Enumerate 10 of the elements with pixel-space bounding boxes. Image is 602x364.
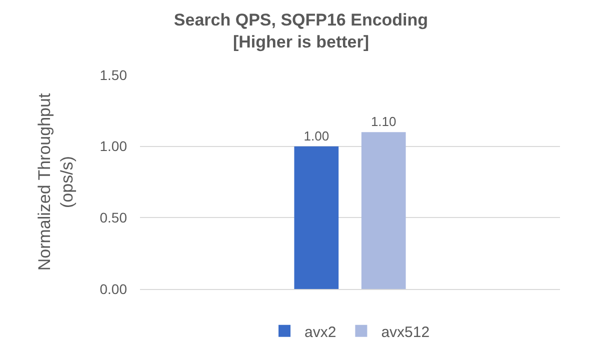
y-tick-label: 0.50 (100, 210, 128, 226)
data-label: 1.10 (370, 114, 396, 130)
y-axis-title: Normalized Throughput (ops/s) (35, 93, 76, 271)
y-tick-label: 1.00 (100, 138, 128, 154)
y-tick-label: 1.50 (100, 66, 128, 83)
data-label: 1.00 (304, 128, 330, 144)
y-tick-label: 0.00 (100, 280, 128, 297)
legend-label: avx2 (304, 324, 336, 341)
chart-title: Search QPS, SQFP16 Encoding [Higher is better] (174, 10, 428, 52)
legend-label: avx512 (381, 324, 430, 341)
